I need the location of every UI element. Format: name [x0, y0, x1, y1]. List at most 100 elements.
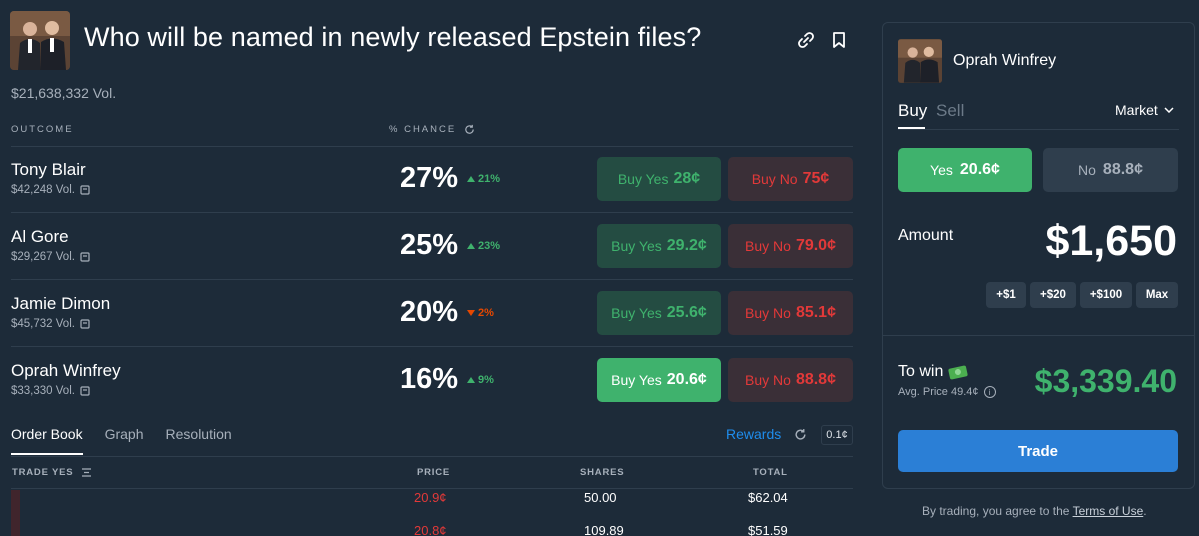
buy-no-label: Buy No [751, 171, 798, 187]
outcome-volume: $33,330 Vol. [11, 385, 90, 397]
arrow-up-icon [467, 243, 475, 249]
arrow-down-icon [467, 310, 475, 316]
buy-yes-button[interactable]: Buy Yes 29.2¢ [597, 224, 721, 268]
terms-notice: By trading, you agree to the Terms of Us… [922, 504, 1147, 518]
buy-yes-price: 29.2¢ [666, 237, 707, 254]
add-1-button[interactable]: +$1 [986, 282, 1026, 308]
add-100-button[interactable]: +$100 [1080, 282, 1132, 308]
trophy-icon [80, 252, 90, 262]
buy-no-price: 75¢ [802, 170, 830, 187]
buy-no-button[interactable]: Buy No 79.0¢ [728, 224, 853, 268]
outcome-change-value: 23% [478, 240, 501, 252]
to-win-text: To win [898, 363, 944, 380]
max-button[interactable]: Max [1136, 282, 1178, 308]
buy-yes-button[interactable]: Buy Yes 25.6¢ [597, 291, 721, 335]
selected-outcome-name: Oprah Winfrey [953, 52, 1057, 69]
refresh-icon[interactable] [464, 124, 475, 135]
outcome-volume: $42,248 Vol. [11, 184, 90, 196]
buy-yes-button[interactable]: Buy Yes 28¢ [597, 157, 721, 201]
trophy-icon [80, 319, 90, 329]
outcome-chance: 20% [399, 296, 458, 328]
tick-size-selector[interactable]: 0.1¢ [821, 425, 853, 445]
terms-prefix: By trading, you agree to the [922, 504, 1070, 518]
outcome-row-tony-blair: Tony Blair $42,248 Vol. 27% 21% Buy Yes 2… [0, 146, 860, 212]
order-book-row[interactable]: 20.8¢ 109.89 $51.59 [0, 523, 860, 536]
buy-tab[interactable]: Buy [898, 101, 928, 120]
amount-input[interactable]: $1,650 [1045, 217, 1177, 265]
outcome-chance: 16% [399, 363, 458, 395]
divider [11, 279, 853, 280]
order-price: 20.8¢ [414, 523, 447, 536]
buy-no-price: 85.1¢ [795, 304, 836, 321]
add-20-button[interactable]: +$20 [1030, 282, 1076, 308]
buy-yes-price: 25.6¢ [666, 304, 707, 321]
terms-suffix: . [1143, 504, 1147, 518]
no-label: No [1078, 162, 1096, 178]
order-book-row[interactable]: 20.9¢ 50.00 $62.04 [0, 490, 860, 520]
buy-no-button[interactable]: Buy No 75¢ [728, 157, 853, 201]
filter-icon[interactable] [81, 467, 92, 478]
to-win-label: To win [898, 363, 969, 381]
depth-bar [11, 490, 20, 536]
outcome-name: Al Gore [11, 227, 69, 246]
outcome-chance: 27% [399, 162, 458, 194]
outcome-change: 9% [467, 374, 494, 386]
refresh-icon[interactable] [794, 428, 807, 441]
buy-no-label: Buy No [745, 238, 791, 254]
order-price: 20.9¢ [414, 490, 447, 505]
link-icon[interactable] [796, 30, 816, 50]
order-type-dropdown[interactable]: Market [1115, 102, 1174, 118]
buy-no-button[interactable]: Buy No 88.8¢ [728, 358, 853, 402]
divider [11, 456, 853, 457]
to-win-amount: $3,339.40 [1034, 363, 1177, 399]
outcome-row-jamie-dimon: Jamie Dimon $45,732 Vol. 20% 2% Buy Yes 2… [0, 280, 860, 346]
buy-yes-label: Buy Yes [611, 372, 662, 388]
buy-yes-label: Buy Yes [617, 171, 669, 187]
amount-label: Amount [898, 227, 954, 244]
outcome-change-value: 21% [478, 173, 501, 185]
outcome-row-oprah-winfrey: Oprah Winfrey $33,330 Vol. 16% 9% Buy Ye… [0, 347, 860, 413]
chance-header-label: % CHANCE [389, 124, 457, 135]
rewards-link[interactable]: Rewards [726, 426, 782, 442]
divider [898, 129, 1179, 130]
tab-order-book[interactable]: Order Book [11, 426, 83, 442]
sell-tab[interactable]: Sell [936, 101, 965, 120]
chance-column-header: % CHANCE [389, 124, 475, 135]
order-book-price-header: PRICE [417, 467, 451, 478]
terms-link[interactable]: Terms of Use [1072, 504, 1144, 518]
trade-button[interactable]: Trade [898, 430, 1178, 472]
buy-yes-label: Buy Yes [611, 305, 662, 321]
outcome-change: 23% [467, 240, 500, 252]
bookmark-icon[interactable] [829, 30, 849, 50]
avg-price: Avg. Price 49.4¢ i [898, 386, 996, 398]
outcome-name: Jamie Dimon [11, 294, 111, 313]
money-icon [948, 364, 969, 380]
divider [11, 346, 853, 347]
divider [883, 335, 1194, 336]
outcome-change: 21% [467, 173, 500, 185]
outcome-chance: 25% [399, 229, 458, 261]
order-book-trade-header: TRADE YES [12, 467, 92, 478]
outcome-volume: $45,732 Vol. [11, 318, 90, 330]
detail-tabs: Order Book Graph Resolution [11, 426, 232, 442]
page-title: Who will be named in newly released Epst… [84, 22, 702, 52]
order-total: $62.04 [748, 490, 788, 505]
buy-no-price: 88.8¢ [795, 371, 836, 388]
selected-outcome-image [898, 39, 942, 83]
order-type-value: Market [1115, 102, 1158, 118]
buy-no-button[interactable]: Buy No 85.1¢ [728, 291, 853, 335]
trade-panel: Oprah Winfrey Buy Sell Market Yes 20.6¢ N… [882, 22, 1195, 489]
arrow-up-icon [467, 176, 475, 182]
divider [11, 146, 853, 147]
no-outcome-button[interactable]: No 88.8¢ [1043, 148, 1178, 192]
trophy-icon [80, 386, 90, 396]
buy-yes-price: 20.6¢ [666, 371, 707, 388]
tab-graph[interactable]: Graph [104, 426, 144, 442]
tab-resolution[interactable]: Resolution [165, 426, 232, 442]
yes-outcome-button[interactable]: Yes 20.6¢ [898, 148, 1032, 192]
info-icon[interactable]: i [983, 386, 996, 398]
outcome-volume-text: $45,732 Vol. [11, 318, 75, 330]
buy-yes-button[interactable]: Buy Yes 20.6¢ [597, 358, 721, 402]
active-tab-indicator [11, 453, 83, 455]
divider [11, 488, 853, 489]
